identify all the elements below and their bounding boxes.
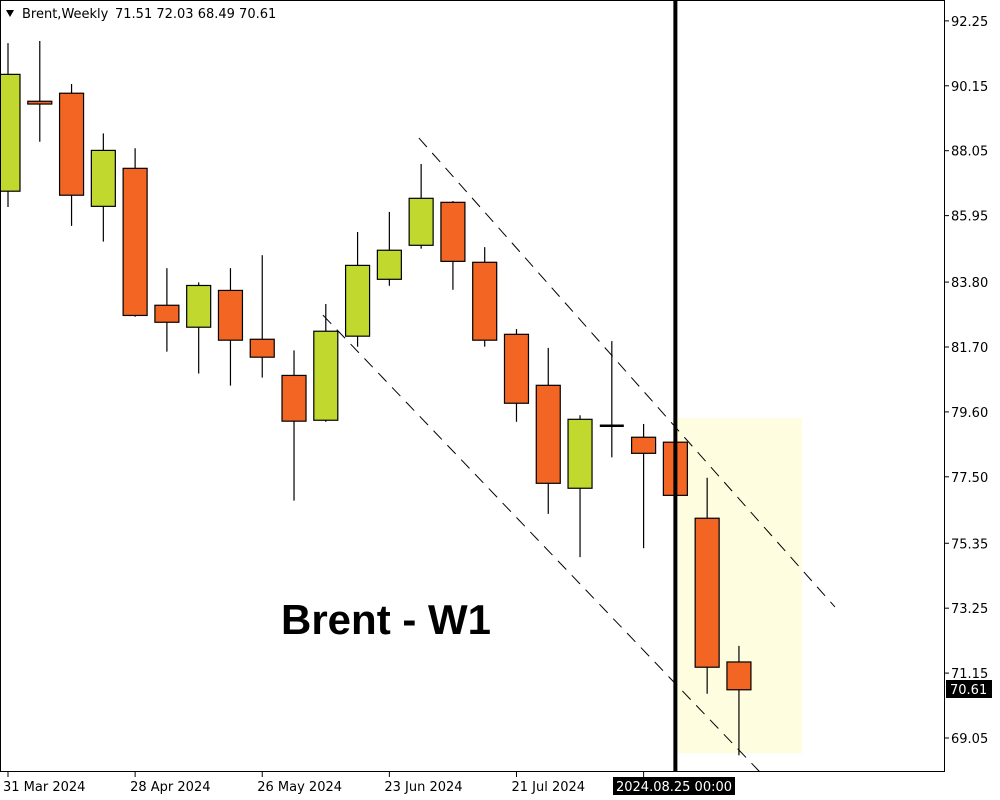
current-price-tag: 70.61 xyxy=(946,680,992,698)
candle-body xyxy=(58,92,85,196)
candle xyxy=(313,304,339,422)
candle xyxy=(535,347,561,514)
candle xyxy=(408,164,434,249)
candle-body xyxy=(630,436,657,454)
ohlc-readout: 71.51 72.03 68.49 70.61 xyxy=(115,7,276,22)
lower-trendline xyxy=(322,314,761,773)
current-price-label: 70.61 xyxy=(950,683,987,698)
chart-annotation-text: Brent - W1 xyxy=(281,596,491,643)
candle xyxy=(186,282,212,374)
y-tick-label: 69.05 xyxy=(951,732,988,747)
candle-body xyxy=(313,330,339,421)
candle xyxy=(376,211,402,286)
vline-time-tag-bg xyxy=(613,777,735,795)
time-axis: 31 Mar 2024 28 Apr 2024 26 May 2024 23 Jun … xyxy=(3,772,645,795)
x-tick-label: 28 Apr 2024 xyxy=(130,780,210,795)
y-tick-label: 83.80 xyxy=(951,276,988,291)
price-axis: 92.25 90.15 88.05 85.95 83.80 81.70 79.60 77.50… xyxy=(944,15,988,747)
candle-body xyxy=(503,333,530,404)
x-tick-label: 21 Jul 2024 xyxy=(511,780,585,795)
candle xyxy=(630,423,657,549)
candle xyxy=(0,43,21,207)
candle-body xyxy=(217,289,244,341)
candle xyxy=(599,341,624,458)
triangle-down-icon[interactable] xyxy=(6,10,14,17)
y-tick-label: 79.60 xyxy=(951,406,988,421)
candle-body xyxy=(186,284,212,328)
candle-body xyxy=(344,264,371,337)
candle xyxy=(58,83,85,226)
vline-time-tag: 2024.08.25 00:00 xyxy=(613,777,735,795)
x-tick-label: 31 Mar 2024 xyxy=(3,780,85,795)
y-tick-label: 71.15 xyxy=(951,667,988,682)
symbol-label: Brent,Weekly xyxy=(22,7,109,22)
candle-body xyxy=(281,374,307,422)
candle-body xyxy=(567,418,593,489)
current-price-tag-bg xyxy=(946,680,992,698)
plot-frame xyxy=(0,0,945,772)
candle xyxy=(90,133,116,242)
candle-body xyxy=(726,661,752,691)
candle xyxy=(567,415,593,558)
candle xyxy=(694,477,720,694)
chart-header[interactable]: Brent,Weekly 71.51 72.03 68.49 70.61 xyxy=(6,7,276,22)
candle-body xyxy=(535,384,561,484)
candle xyxy=(726,645,752,756)
y-tick-label: 88.05 xyxy=(951,145,988,160)
candle xyxy=(281,350,307,501)
candle-body xyxy=(90,149,116,207)
y-tick-label: 92.25 xyxy=(951,15,988,30)
candle-body xyxy=(154,304,180,323)
candle xyxy=(122,148,148,317)
candle-body xyxy=(694,517,720,668)
candle xyxy=(27,40,53,142)
candle xyxy=(472,247,498,347)
candle-body xyxy=(376,249,402,280)
y-tick-label: 90.15 xyxy=(951,80,988,95)
candle-body xyxy=(27,100,53,105)
candle-body xyxy=(249,338,275,358)
vline-time-label: 2024.08.25 00:00 xyxy=(616,780,732,795)
candle xyxy=(217,268,244,386)
candle xyxy=(249,255,275,378)
y-tick-label: 85.95 xyxy=(951,210,988,225)
candle-body xyxy=(0,73,21,192)
y-tick-label: 77.50 xyxy=(951,471,988,486)
candle xyxy=(154,268,180,352)
x-tick-label: 23 Jun 2024 xyxy=(384,780,462,795)
y-tick-label: 73.25 xyxy=(951,602,988,617)
candle xyxy=(503,329,530,422)
y-tick-label: 81.70 xyxy=(951,341,988,356)
candle-body xyxy=(408,197,434,246)
candle-body xyxy=(472,261,498,341)
candle xyxy=(440,201,466,290)
upper-trendline xyxy=(418,137,836,608)
candle-body xyxy=(440,201,466,262)
candle-body xyxy=(122,167,148,317)
x-tick-label: 26 May 2024 xyxy=(257,780,342,795)
y-tick-label: 75.35 xyxy=(951,537,988,552)
candle xyxy=(344,232,371,347)
